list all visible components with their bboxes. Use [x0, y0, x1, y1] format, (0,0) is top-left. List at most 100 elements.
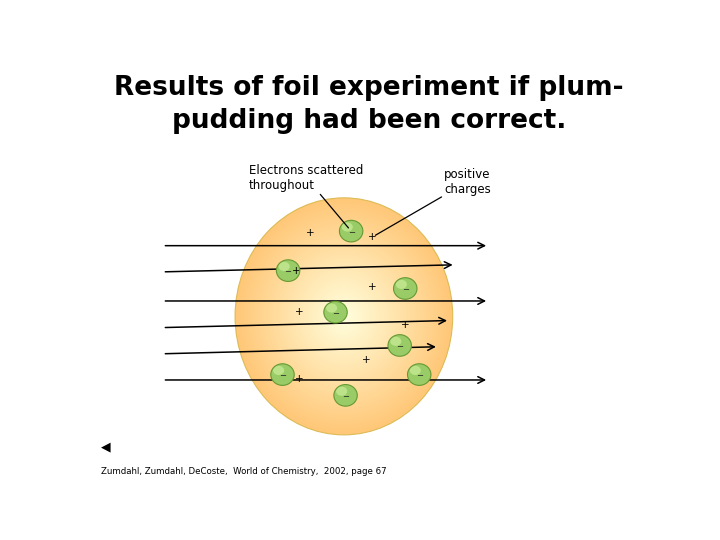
Ellipse shape [248, 211, 441, 422]
Text: −: − [342, 392, 349, 401]
Ellipse shape [330, 301, 358, 331]
Text: +: + [306, 228, 315, 238]
Ellipse shape [268, 233, 420, 399]
Ellipse shape [276, 242, 412, 390]
Ellipse shape [269, 235, 419, 398]
Text: positive
charges: positive charges [375, 168, 491, 235]
Text: Electrons scattered
throughout: Electrons scattered throughout [249, 164, 364, 228]
Ellipse shape [311, 281, 377, 352]
Ellipse shape [410, 366, 421, 375]
Ellipse shape [240, 204, 447, 429]
Ellipse shape [294, 261, 395, 371]
Ellipse shape [257, 221, 431, 411]
Ellipse shape [254, 219, 433, 414]
Ellipse shape [299, 267, 389, 365]
Text: +: + [401, 320, 410, 330]
Ellipse shape [274, 241, 413, 392]
Ellipse shape [250, 214, 438, 418]
Ellipse shape [340, 312, 348, 321]
Text: Results of foil experiment if plum-: Results of foil experiment if plum- [114, 75, 624, 101]
Text: −: − [284, 267, 292, 276]
Ellipse shape [318, 288, 370, 345]
Ellipse shape [279, 245, 409, 388]
Ellipse shape [248, 213, 439, 420]
Ellipse shape [282, 248, 407, 384]
Ellipse shape [326, 303, 337, 313]
Text: −: − [415, 372, 423, 380]
Ellipse shape [390, 337, 401, 346]
Ellipse shape [265, 231, 423, 402]
Ellipse shape [322, 293, 366, 340]
Ellipse shape [336, 307, 352, 325]
Ellipse shape [253, 217, 435, 416]
Ellipse shape [273, 366, 284, 375]
Ellipse shape [337, 309, 351, 324]
Ellipse shape [242, 205, 446, 428]
Ellipse shape [329, 300, 359, 333]
Ellipse shape [306, 275, 382, 358]
Ellipse shape [320, 289, 369, 343]
Ellipse shape [339, 220, 363, 242]
Ellipse shape [341, 313, 346, 319]
Ellipse shape [236, 199, 451, 434]
Ellipse shape [256, 220, 432, 413]
Ellipse shape [288, 255, 400, 377]
Ellipse shape [284, 251, 404, 382]
Ellipse shape [272, 238, 416, 395]
Ellipse shape [323, 294, 364, 339]
Text: +: + [292, 266, 301, 275]
Ellipse shape [276, 260, 300, 281]
Ellipse shape [285, 253, 402, 380]
Ellipse shape [271, 364, 294, 386]
Ellipse shape [271, 237, 418, 396]
Text: −: − [332, 309, 339, 318]
Ellipse shape [317, 287, 371, 346]
Ellipse shape [245, 208, 444, 424]
Ellipse shape [283, 249, 405, 383]
Ellipse shape [303, 272, 384, 361]
Ellipse shape [325, 295, 363, 337]
Ellipse shape [260, 225, 428, 408]
Text: −: − [279, 372, 286, 380]
Ellipse shape [310, 279, 378, 353]
Ellipse shape [315, 285, 372, 347]
Text: −: − [402, 285, 409, 294]
Ellipse shape [279, 262, 289, 271]
Ellipse shape [307, 276, 381, 356]
Ellipse shape [295, 263, 393, 370]
Ellipse shape [262, 227, 426, 405]
Ellipse shape [343, 315, 346, 318]
Ellipse shape [287, 254, 401, 379]
Ellipse shape [297, 266, 390, 367]
Ellipse shape [388, 335, 411, 356]
Text: −: − [396, 342, 403, 351]
Ellipse shape [305, 273, 383, 359]
Ellipse shape [289, 257, 398, 376]
Ellipse shape [264, 229, 424, 404]
Ellipse shape [314, 284, 374, 349]
Ellipse shape [300, 269, 387, 364]
Text: +: + [362, 355, 371, 365]
Ellipse shape [332, 303, 356, 330]
Ellipse shape [246, 210, 442, 423]
Ellipse shape [333, 305, 355, 328]
Ellipse shape [338, 310, 349, 322]
Ellipse shape [312, 282, 375, 350]
Ellipse shape [280, 247, 408, 386]
Text: Zumdahl, Zumdahl, DeCoste,  World of Chemistry,  2002, page 67: Zumdahl, Zumdahl, DeCoste, World of Chem… [101, 467, 387, 476]
Ellipse shape [292, 260, 395, 373]
Ellipse shape [328, 299, 360, 334]
Ellipse shape [324, 301, 347, 323]
Text: +: + [295, 374, 304, 384]
Text: pudding had been correct.: pudding had been correct. [172, 109, 566, 134]
Ellipse shape [266, 232, 421, 401]
Ellipse shape [261, 226, 427, 407]
Ellipse shape [394, 278, 417, 299]
Ellipse shape [258, 223, 430, 410]
Ellipse shape [336, 387, 347, 396]
Ellipse shape [309, 278, 379, 355]
Text: +: + [367, 232, 376, 242]
Text: −: − [348, 228, 355, 237]
Ellipse shape [321, 291, 367, 341]
Ellipse shape [342, 222, 353, 232]
